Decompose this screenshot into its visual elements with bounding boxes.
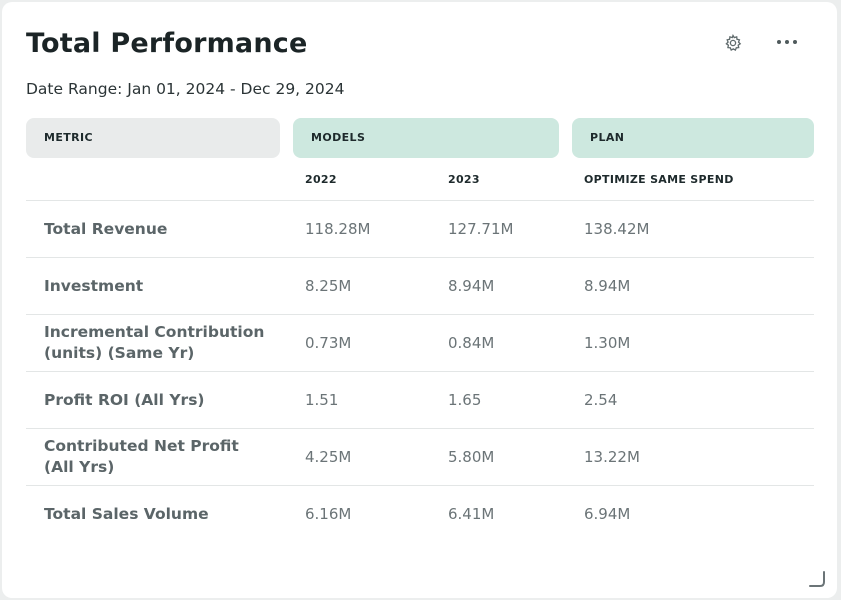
metric-label: Total Sales Volume [44, 504, 209, 523]
value-2022: 1.51 [305, 391, 339, 409]
models-column-header: MODELS [293, 118, 559, 158]
performance-table: Total Revenue 118.28M 127.71M 138.42M In… [26, 200, 814, 542]
value-2023: 1.65 [448, 391, 482, 409]
value-2022: 6.16M [305, 505, 352, 523]
value-2022: 0.73M [305, 334, 352, 352]
value-2023: 6.41M [448, 505, 495, 523]
value-plan: 2.54 [584, 391, 618, 409]
metric-label: Contributed Net Profit (All Yrs) [44, 437, 239, 476]
metric-label: Profit ROI (All Yrs) [44, 390, 205, 409]
table-row: Incremental Contribution (units) (Same Y… [26, 314, 814, 371]
value-plan: 8.94M [584, 277, 631, 295]
gear-icon[interactable] [722, 32, 744, 54]
metric-label: Investment [44, 276, 144, 295]
more-options-icon[interactable] [774, 32, 800, 54]
card-title: Total Performance [26, 28, 308, 59]
plan-column-header: PLAN [572, 118, 814, 158]
table-row: Contributed Net Profit (All Yrs) 4.25M 5… [26, 428, 814, 485]
subheader-optimize-same-spend: OPTIMIZE SAME SPEND [584, 173, 734, 186]
value-plan: 6.94M [584, 505, 631, 523]
value-2023: 127.71M [448, 220, 514, 238]
value-plan: 1.30M [584, 334, 631, 352]
value-plan: 13.22M [584, 448, 640, 466]
value-2023: 5.80M [448, 448, 495, 466]
subheader-2023: 2023 [448, 173, 480, 186]
date-range-label: Date Range: Jan 01, 2024 - Dec 29, 2024 [26, 80, 345, 98]
value-2023: 0.84M [448, 334, 495, 352]
resize-handle-icon[interactable] [808, 570, 826, 588]
table-row: Total Revenue 118.28M 127.71M 138.42M [26, 200, 814, 257]
metric-label: Incremental Contribution (units) (Same Y… [44, 323, 265, 362]
table-row: Total Sales Volume 6.16M 6.41M 6.94M [26, 485, 814, 542]
value-2023: 8.94M [448, 277, 495, 295]
value-2022: 118.28M [305, 220, 371, 238]
metric-label: Total Revenue [44, 219, 168, 238]
value-2022: 4.25M [305, 448, 352, 466]
value-2022: 8.25M [305, 277, 352, 295]
table-row: Investment 8.25M 8.94M 8.94M [26, 257, 814, 314]
subheader-2022: 2022 [305, 173, 337, 186]
metric-column-header: METRIC [26, 118, 280, 158]
table-row: Profit ROI (All Yrs) 1.51 1.65 2.54 [26, 371, 814, 428]
value-plan: 138.42M [584, 220, 650, 238]
